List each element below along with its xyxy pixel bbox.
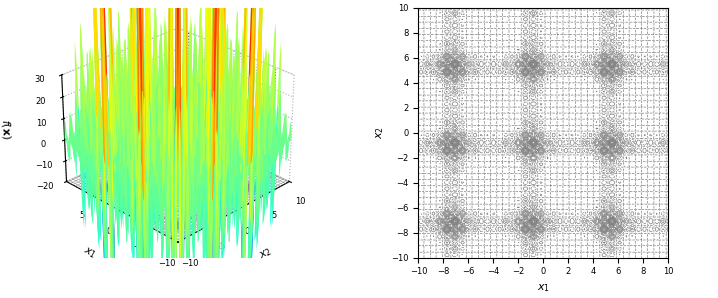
Y-axis label: $x_1$: $x_1$ [81,245,98,262]
Y-axis label: $x_2$: $x_2$ [374,126,386,139]
X-axis label: $x_1$: $x_1$ [537,282,550,294]
X-axis label: $x_2$: $x_2$ [258,245,275,262]
